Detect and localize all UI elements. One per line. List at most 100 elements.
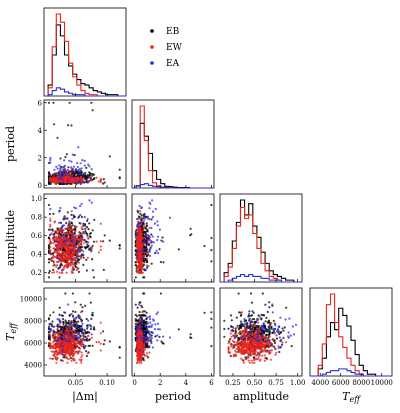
scatter-point [90, 318, 92, 320]
scatter-point [232, 330, 234, 332]
scatter-point [119, 169, 121, 171]
scatter-point [162, 241, 164, 243]
scatter-point [82, 250, 84, 252]
y-tick-label: 0.2 [31, 269, 42, 277]
scatter-point [87, 320, 89, 322]
y-tick-label: 10000 [20, 296, 42, 304]
scatter-point [70, 323, 72, 325]
scatter-point [52, 265, 54, 267]
scatter-point [49, 330, 51, 332]
scatter-point [65, 340, 67, 342]
scatter-point [268, 320, 270, 322]
scatter-point [137, 360, 139, 362]
scatter-point [72, 154, 74, 156]
scatter-point [281, 327, 283, 329]
scatter-point [73, 318, 75, 320]
scatter-point [88, 199, 90, 201]
scatter-point [62, 345, 64, 347]
scatter-point [149, 325, 151, 327]
scatter-point [87, 218, 89, 220]
scatter-point [152, 318, 154, 320]
scatter-point [61, 264, 63, 266]
scatter-point [66, 362, 68, 364]
scatter-point [61, 269, 63, 271]
scatter-point [68, 322, 70, 324]
scatter-period-dm-EB [48, 102, 121, 185]
scatter-point [230, 355, 232, 357]
scatter-point [158, 336, 160, 338]
scatter-point [156, 220, 158, 222]
scatter-point [96, 341, 98, 343]
scatter-point [148, 218, 150, 220]
scatter-point [282, 337, 284, 339]
scatter-point [56, 357, 58, 359]
scatter-point [77, 146, 79, 148]
scatter-point [143, 258, 145, 260]
scatter-point [154, 323, 156, 325]
scatter-point [136, 334, 138, 336]
scatter-point [51, 350, 53, 352]
scatter-point [138, 238, 140, 240]
scatter-point [142, 351, 144, 353]
scatter-point [72, 336, 74, 338]
scatter-point [160, 292, 162, 294]
scatter-point [68, 334, 70, 336]
scatter-point [53, 251, 55, 253]
scatter-point [144, 217, 146, 219]
y-tick-label: 2 [38, 154, 42, 162]
scatter-point [87, 177, 89, 179]
scatter-point [66, 233, 68, 235]
scatter-point [137, 210, 139, 212]
scatter-point [140, 250, 142, 252]
scatter-point [139, 319, 141, 321]
scatter-point [52, 102, 54, 104]
scatter-point [64, 232, 66, 234]
scatter-point [147, 265, 149, 267]
scatter-point [76, 340, 78, 342]
scatter-point [56, 354, 58, 356]
scatter-point [71, 330, 73, 332]
scatter-point [84, 339, 86, 341]
scatter-point [79, 205, 81, 207]
scatter-point [144, 332, 146, 334]
scatter-point [81, 319, 83, 321]
scatter-point [48, 237, 50, 239]
scatter-point [92, 269, 94, 271]
scatter-point [70, 250, 72, 252]
scatter-point [148, 345, 150, 347]
scatter-point [57, 335, 59, 337]
scatter-point [190, 337, 192, 339]
scatter-point [81, 236, 83, 238]
scatter-point [74, 352, 76, 354]
scatter-point [61, 330, 63, 332]
scatter-point [49, 270, 51, 272]
scatter-point [81, 167, 83, 169]
scatter-point [81, 181, 83, 183]
scatter-point [142, 292, 144, 294]
scatter-point [88, 165, 90, 167]
scatter-point [141, 206, 143, 208]
scatter-point [146, 243, 148, 245]
scatter-point [51, 179, 53, 181]
scatter-point [49, 181, 51, 183]
scatter-point [83, 329, 85, 331]
scatter-point [136, 232, 138, 234]
scatter-point [140, 356, 142, 358]
scatter-point [56, 137, 58, 139]
scatter-point [87, 181, 89, 183]
scatter-point [84, 239, 86, 241]
scatter-point [49, 258, 51, 260]
scatter-point [136, 254, 138, 256]
scatter-point [65, 177, 67, 179]
scatter-point [162, 261, 164, 263]
scatter-point [139, 272, 141, 274]
scatter-point [68, 320, 70, 322]
scatter-point [55, 166, 57, 168]
scatter-point [147, 241, 149, 243]
scatter-point [141, 323, 143, 325]
scatter-point [137, 220, 139, 222]
scatter-point [91, 202, 93, 204]
scatter-point [72, 228, 74, 230]
scatter-point [63, 159, 65, 161]
